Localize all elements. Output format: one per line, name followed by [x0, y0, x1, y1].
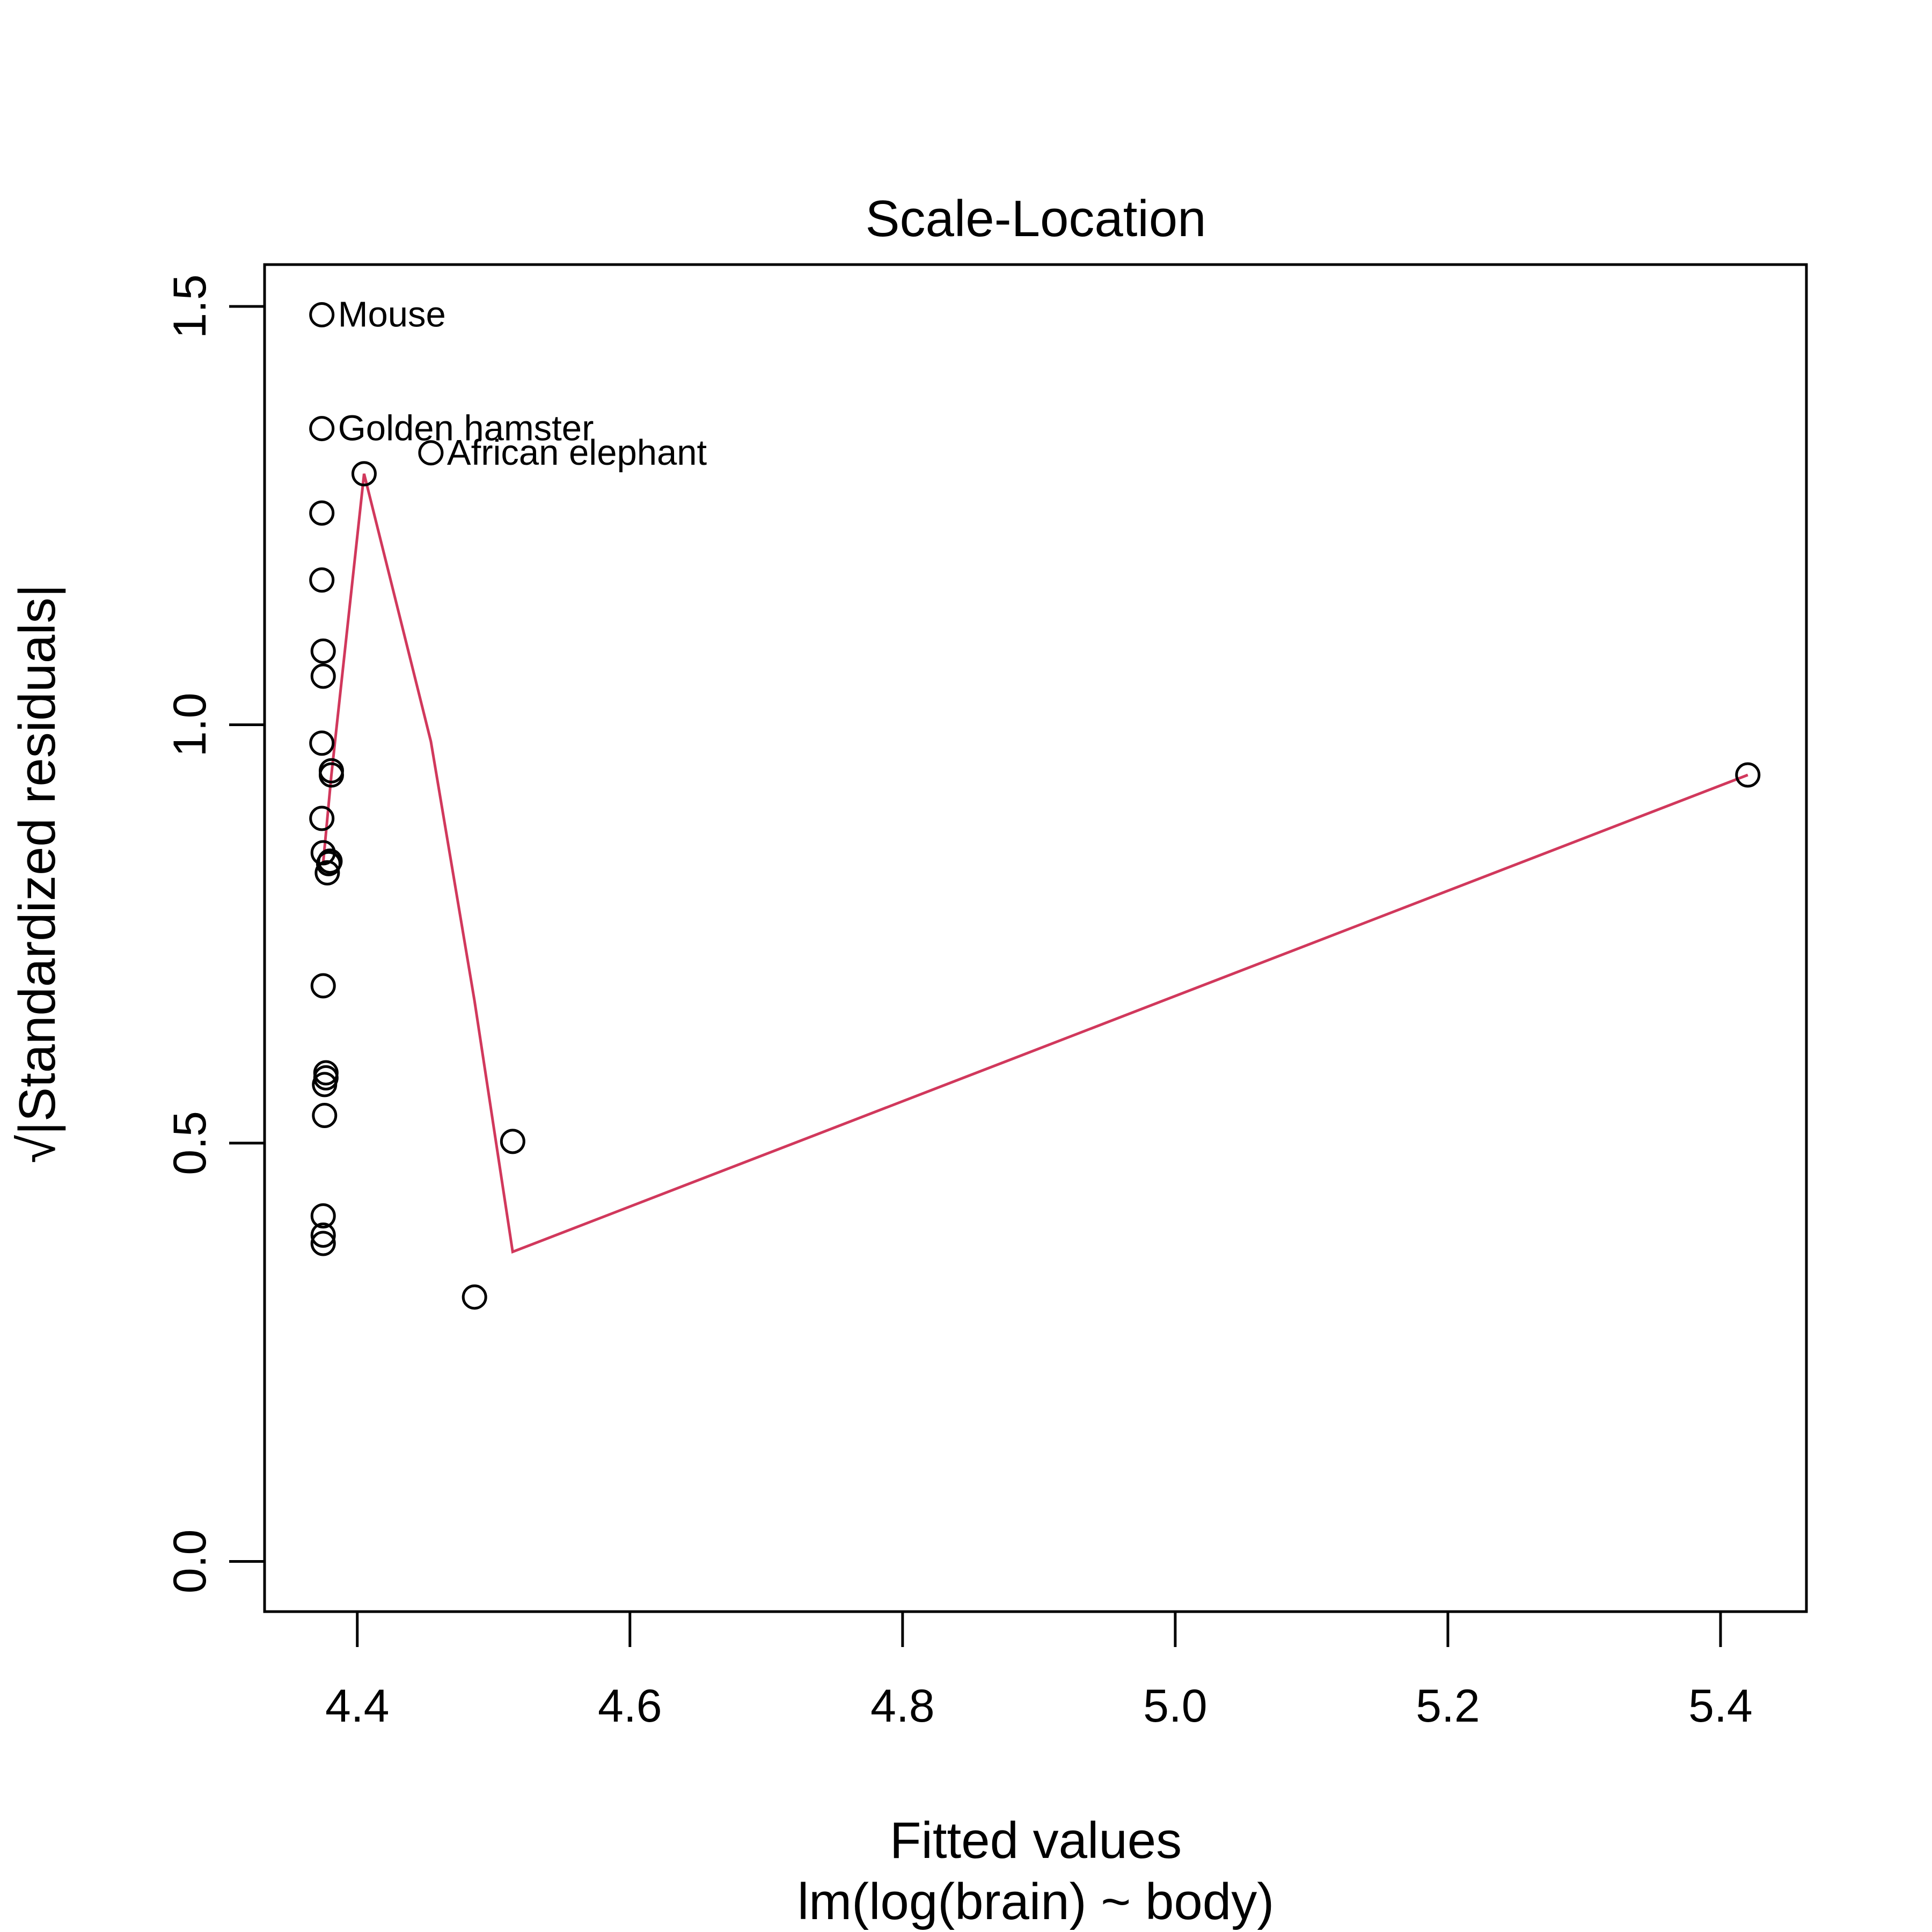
data-point	[309, 730, 335, 756]
data-point	[314, 860, 340, 885]
data-point	[310, 973, 336, 999]
data-point	[462, 1284, 487, 1310]
y-axis: 0.0 0.5 1.0 1.5	[164, 274, 266, 1594]
x-tick-label: 4.6	[598, 1680, 662, 1732]
chart-title: Scale-Location	[865, 190, 1206, 247]
data-point	[310, 638, 336, 664]
data-point	[500, 1129, 525, 1154]
data-point	[310, 1222, 336, 1248]
svg-text:√|Standardized residuals|: √|Standardized residuals|	[9, 584, 66, 1163]
data-point	[309, 416, 335, 442]
data-point	[316, 851, 341, 876]
y-tick-label: 1.5	[164, 274, 216, 339]
x-tick-label: 4.8	[870, 1680, 935, 1732]
point-label: African elephant	[447, 433, 707, 473]
y-tick-label: 0.5	[164, 1111, 216, 1175]
x-axis-sublabel: lm(log(brain) ~ body)	[797, 1873, 1274, 1930]
data-point	[351, 461, 377, 487]
y-axis-label: |Standardized residuals|	[9, 584, 66, 1135]
data-point	[418, 440, 444, 466]
x-tick-label: 4.4	[325, 1680, 390, 1732]
data-point	[312, 1072, 338, 1097]
data-point	[1735, 762, 1761, 788]
data-point	[309, 500, 335, 526]
data-point	[309, 806, 335, 831]
x-tick-label: 5.4	[1688, 1680, 1753, 1732]
data-point	[318, 762, 344, 788]
x-axis: 4.4 4.6 4.8 5.0 5.2 5.4	[325, 1610, 1753, 1732]
data-point	[310, 1231, 336, 1256]
smooth-line	[321, 473, 1748, 1254]
data-point	[309, 302, 335, 328]
data-point	[310, 663, 336, 689]
point-label: Mouse	[338, 295, 446, 335]
data-point	[312, 1103, 338, 1129]
data-point	[310, 1203, 336, 1229]
x-tick-label: 5.0	[1143, 1680, 1208, 1732]
data-point	[309, 567, 335, 593]
point-label: Golden hamster	[338, 408, 594, 449]
y-tick-label: 1.0	[164, 693, 216, 757]
x-tick-label: 5.2	[1416, 1680, 1480, 1732]
y-axis-label-group: √|Standardized residuals|	[9, 584, 66, 1163]
y-tick-label: 0.0	[164, 1529, 216, 1594]
x-axis-label: Fitted values	[890, 1812, 1182, 1869]
y-axis-label-radical: √	[9, 1135, 66, 1163]
